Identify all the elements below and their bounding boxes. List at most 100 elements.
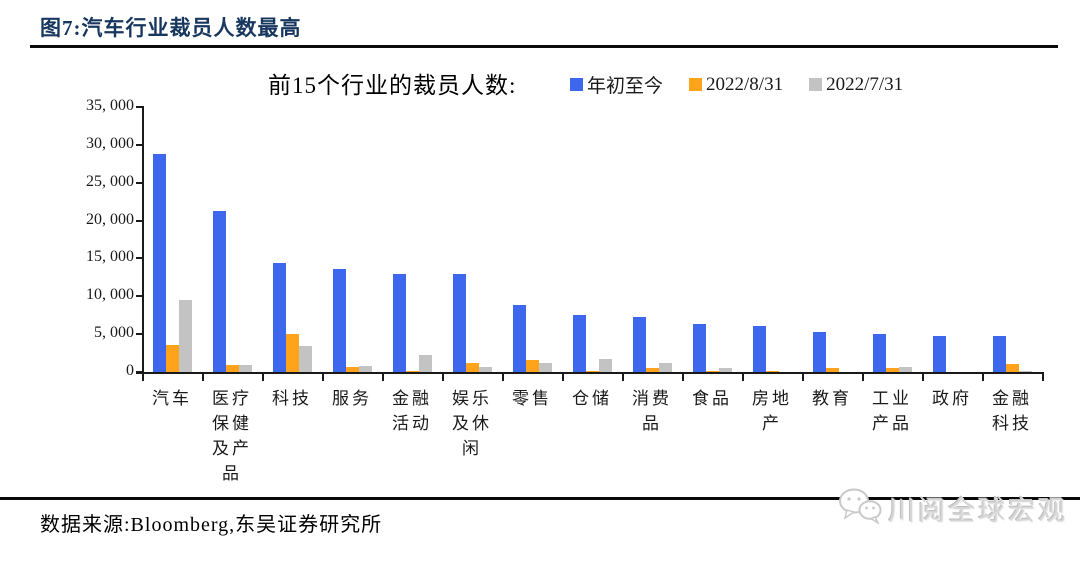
x-category-label-line: 及产 <box>212 439 252 458</box>
x-category-label-line: 医疗 <box>212 389 252 408</box>
bar-2022-08-31-金融科技 <box>1005 364 1019 372</box>
y-tick <box>136 181 143 184</box>
bar-2022-07-31-仓储 <box>598 359 612 372</box>
legend-label: 2022/7/31 <box>826 73 904 95</box>
x-tick <box>922 374 924 381</box>
x-tick <box>682 374 684 381</box>
bar-ytd-消费品 <box>632 317 646 372</box>
y-tick-label: 25, 000 <box>86 172 134 190</box>
x-category-label: 消费品 <box>622 386 682 436</box>
x-category-label-line: 及休 <box>452 414 492 433</box>
y-tick-label: 20, 000 <box>86 210 134 228</box>
bar-2022-08-31-服务 <box>345 367 359 372</box>
x-category-label: 医疗 保健 及产品 <box>202 386 262 486</box>
x-category-label-line: 食品 <box>692 389 732 408</box>
bar-ytd-汽车 <box>152 154 166 372</box>
legend-swatch <box>689 78 703 91</box>
bar-ytd-科技 <box>272 263 286 372</box>
x-category-label-line: 科技 <box>992 414 1032 433</box>
x-category-label: 娱乐 及休闲 <box>442 386 502 461</box>
bar-2022-08-31-娱乐及休闲 <box>465 363 479 372</box>
bar-2022-07-31-食品 <box>718 368 732 372</box>
legend-swatch <box>570 78 583 91</box>
x-tick <box>262 374 264 381</box>
bar-2022-08-31-消费品 <box>645 368 659 372</box>
bar-ytd-工业产品 <box>872 334 886 372</box>
bar-2022-07-31-零售 <box>538 363 552 372</box>
x-category-label: 政府 <box>922 386 982 411</box>
x-tick <box>442 374 444 381</box>
bar-ytd-仓储 <box>572 315 586 372</box>
y-tick <box>136 295 143 298</box>
bar-ytd-金融活动 <box>392 274 406 372</box>
y-tick <box>136 257 143 260</box>
x-tick <box>982 374 984 381</box>
x-category-label: 仓储 <box>562 386 622 411</box>
bar-2022-07-31-消费品 <box>658 363 672 372</box>
bar-2022-07-31-金融活动 <box>418 355 432 372</box>
x-tick <box>502 374 504 381</box>
x-category-label: 食品 <box>682 386 742 411</box>
x-category-label: 服务 <box>322 386 382 411</box>
chart-title: 前15个行业的裁员人数: <box>268 73 517 98</box>
x-category-label: 汽车 <box>142 386 202 411</box>
x-category-label-line: 闲 <box>462 439 482 458</box>
legend-label: 2022/8/31 <box>706 73 784 95</box>
x-category-label-line: 保健 <box>212 414 252 433</box>
x-category-label-line: 品 <box>642 414 662 433</box>
x-tick <box>802 374 804 381</box>
x-tick <box>562 374 564 381</box>
x-category-label-line: 服务 <box>332 389 372 408</box>
bar-2022-08-31-零售 <box>525 360 539 372</box>
bar-ytd-金融科技 <box>992 336 1006 372</box>
legend-item-2: 2022/8/31 <box>689 74 783 96</box>
bar-2022-08-31-科技 <box>285 334 299 372</box>
x-tick <box>382 374 384 381</box>
x-category-label: 金融 活动 <box>382 386 442 436</box>
bar-2022-07-31-服务 <box>358 366 372 372</box>
watermark-text: 川阅全球宏观 <box>888 496 1068 526</box>
bottom-divider <box>0 497 1080 500</box>
x-category-label-line: 金融 <box>992 389 1032 408</box>
top-divider <box>30 45 1058 48</box>
x-category-label-line: 产 <box>762 414 782 433</box>
watermark: 川阅全球宏观 <box>838 488 1068 529</box>
x-category-label: 科技 <box>262 386 322 411</box>
y-tick <box>136 106 143 108</box>
bar-ytd-教育 <box>812 332 826 372</box>
x-tick <box>322 374 324 381</box>
bar-ytd-政府 <box>932 336 946 372</box>
x-category-label-line: 娱乐 <box>452 389 492 408</box>
legend-swatch <box>809 78 823 91</box>
x-category-label-line: 汽车 <box>152 389 192 408</box>
x-category-label-line: 品 <box>222 464 242 483</box>
x-category-label-line: 教育 <box>812 389 852 408</box>
y-tick-label: 0 <box>126 362 134 379</box>
x-category-label-line: 产品 <box>872 414 912 433</box>
bar-2022-08-31-金融活动 <box>405 371 419 372</box>
bar-ytd-服务 <box>332 269 346 372</box>
x-category-label-line: 房地 <box>752 389 792 408</box>
bar-ytd-食品 <box>692 324 706 372</box>
y-tick <box>136 143 143 146</box>
x-category-label-line: 消费 <box>632 389 672 408</box>
bar-2022-07-31-汽车 <box>178 300 192 372</box>
x-category-label: 工业 产品 <box>862 386 922 436</box>
bar-2022-08-31-医疗保健及产品 <box>225 365 239 372</box>
bar-2022-07-31-工业产品 <box>898 367 912 372</box>
x-category-label-line: 零售 <box>512 389 552 408</box>
bar-ytd-娱乐及休闲 <box>452 274 466 372</box>
x-category-label: 零售 <box>502 386 562 411</box>
x-category-label-line: 金融 <box>392 389 432 408</box>
x-category-label-line: 仓储 <box>572 389 612 408</box>
legend-item-1: 年初至今 <box>570 71 663 98</box>
bar-2022-07-31-金融科技 <box>1018 371 1032 372</box>
wechat-icon <box>838 488 882 529</box>
bar-2022-07-31-娱乐及休闲 <box>478 367 492 372</box>
y-tick-label: 10, 000 <box>86 286 134 304</box>
bar-2022-08-31-仓储 <box>585 371 599 372</box>
bar-2022-08-31-汽车 <box>165 345 179 372</box>
x-category-label: 房地产 <box>742 386 802 436</box>
figure-title: 图7:汽车行业裁员人数最高 <box>40 16 302 40</box>
